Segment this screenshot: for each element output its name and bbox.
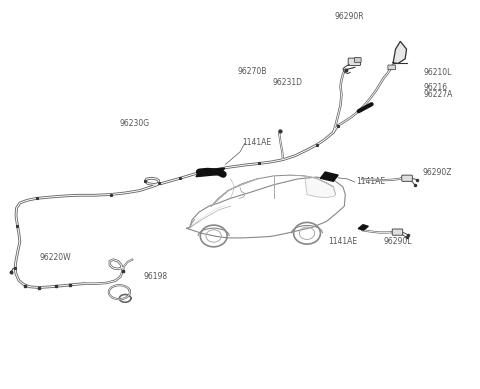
Text: 96198: 96198 [144,272,168,281]
Polygon shape [321,172,338,181]
Text: 96231D: 96231D [273,77,302,87]
FancyBboxPatch shape [402,175,412,181]
Text: 96270B: 96270B [238,67,267,76]
Text: 96290Z: 96290Z [423,168,452,177]
Text: 96230G: 96230G [120,119,149,128]
Text: 1141AE: 1141AE [356,177,385,186]
Polygon shape [358,225,368,230]
Polygon shape [305,176,336,198]
Polygon shape [211,178,259,206]
Text: 1141AE: 1141AE [328,237,358,246]
Text: 96220W: 96220W [40,253,72,262]
Text: 96290R: 96290R [335,12,364,21]
FancyBboxPatch shape [392,229,403,235]
Text: 96290L: 96290L [384,237,412,246]
Polygon shape [196,168,225,177]
Text: 96227A: 96227A [423,90,453,99]
FancyBboxPatch shape [388,65,396,70]
Polygon shape [393,41,407,63]
FancyBboxPatch shape [354,58,361,62]
Text: 96216: 96216 [423,83,447,93]
FancyBboxPatch shape [348,58,360,65]
Text: 96210L: 96210L [423,68,452,77]
Text: 1141AE: 1141AE [242,138,272,147]
